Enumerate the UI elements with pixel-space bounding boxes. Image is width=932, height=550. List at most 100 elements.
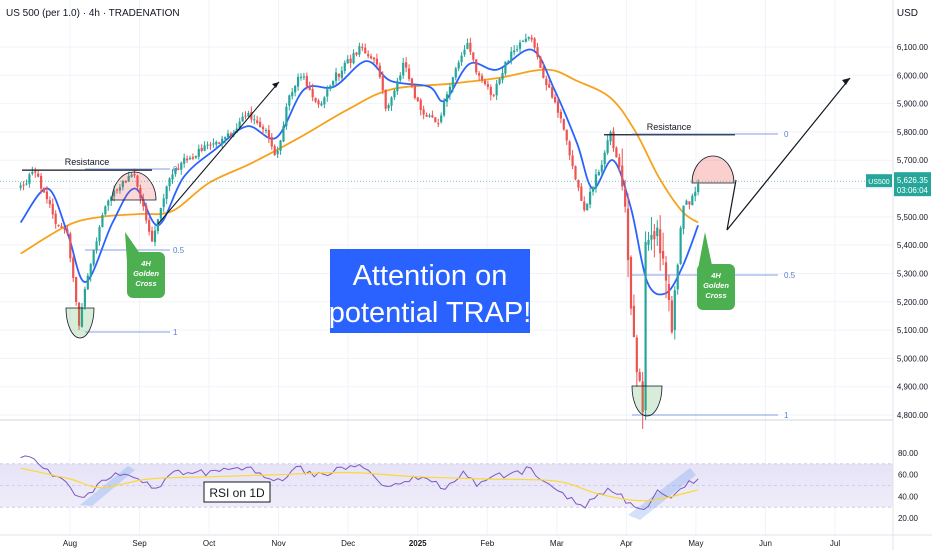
candle-body [83,288,86,307]
candle-body [124,180,127,183]
symbol-tag-text: US500 [868,179,890,186]
candle-body [407,68,411,80]
grid [0,0,893,535]
candle-body [200,147,203,151]
candle-body [393,90,396,98]
candle-body [510,51,513,61]
price-tick-label: 4,900.00 [897,383,929,392]
candle-body [472,52,475,60]
candle-body [410,78,414,87]
candle-body [504,61,507,74]
candle-body [238,121,241,129]
candle-body [259,121,262,128]
candle-body [311,88,314,98]
candle-body [212,143,215,145]
candle-body [86,275,89,290]
candle-body [457,62,460,69]
candle-body [381,76,384,91]
rsi-tick-label: 60.00 [898,471,919,480]
candle-body [501,73,504,80]
candle-body [337,73,341,77]
candle-body [177,168,180,170]
time-tick-label: Aug [63,539,77,548]
time-tick-label: Dec [341,539,355,548]
candle-body [314,97,317,102]
time-tick-label: Oct [203,539,216,548]
golden-cross-right-text: Golden [703,281,729,290]
candle-body [495,83,498,96]
candle-body [168,178,171,187]
candle-body [171,174,174,180]
candle-body [288,95,291,106]
candle-body [445,94,449,102]
candle-body [685,200,688,205]
candle-body [372,57,376,60]
candle-body [589,191,592,205]
candle-body [688,201,691,205]
candle-body [533,38,536,48]
candle-body [647,240,650,246]
candle-body [203,145,206,151]
candle-body [518,42,522,49]
time-tick-label: 2025 [409,539,427,548]
rsi-tick-label: 80.00 [898,449,919,458]
candle-body [679,227,682,264]
fib-label-right: 0.5 [784,271,796,280]
candle-body [349,58,352,63]
candle-body [332,80,335,86]
candle-body [48,200,51,205]
candle-body [483,80,487,84]
candle-body [22,184,25,186]
candle-body [594,174,598,189]
candle-body [367,54,370,57]
candle-body [305,76,308,87]
candle-body [644,241,647,411]
ma-slow-line [20,68,699,255]
candle-body [419,99,422,111]
symbol-header: US 500 (per 1.0) · 4h · TRADENATION [6,8,180,19]
candle-body [159,208,162,219]
candle-body [609,132,612,142]
candle-body [223,137,227,139]
moving-averages [19,48,699,296]
candle-body [463,49,466,55]
time-tick-label: Sep [132,539,147,548]
candle-body [574,166,577,180]
candle-body [270,137,273,147]
candle-body [121,181,124,188]
candle-body [232,132,235,136]
candle-body [145,205,148,221]
candle-body [612,131,615,149]
candle-body [153,230,157,243]
projection-arrowhead [842,78,850,85]
candle-body [635,337,638,373]
candle-body [218,142,221,144]
time-tick-label: Jun [759,539,772,548]
candle-body [489,86,492,95]
price-tag-value: 5,626.35 [897,176,929,185]
candle-body [75,277,78,303]
headline-line-1: Attention on [353,260,508,292]
candle-body [422,109,425,115]
candle-body [51,203,54,215]
candle-body [139,187,142,199]
candle-body [326,89,329,97]
golden-cross-left-box [127,252,165,298]
candle-body [31,172,34,174]
rsi-tick-label: 20.00 [898,514,919,523]
candle-body [130,174,133,177]
candle-body [148,220,151,232]
candle-body [536,47,539,57]
candle-body [603,152,606,165]
rsi-tick-label: 40.00 [898,492,919,501]
price-tick-label: 5,300.00 [897,269,929,278]
candle-body [390,97,393,106]
candle-body [112,190,116,197]
candle-body [641,381,644,413]
candle-body [355,52,358,55]
candle-body [194,155,197,158]
candle-body [299,76,303,78]
candle-body [629,257,633,309]
candle-body [442,102,446,116]
candle-body [197,148,200,157]
